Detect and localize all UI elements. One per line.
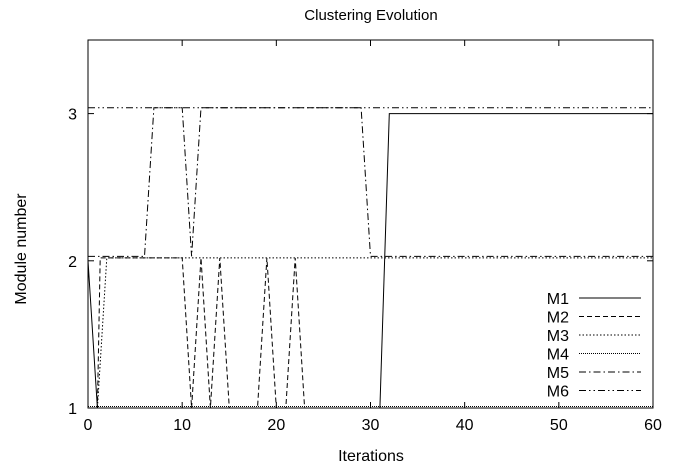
- y-axis-title: Module number: [13, 193, 30, 305]
- x-tick-label: 10: [173, 417, 191, 434]
- x-tick-label: 60: [644, 417, 662, 434]
- x-tick-label: 40: [456, 417, 474, 434]
- series-line-m2: [88, 257, 653, 409]
- legend-label-m5: M5: [547, 365, 569, 382]
- x-tick-label: 20: [267, 417, 285, 434]
- legend-label-m6: M6: [547, 384, 569, 401]
- legend-label-m2: M2: [547, 310, 569, 327]
- legend-label-m4: M4: [547, 347, 569, 364]
- x-tick-label: 50: [550, 417, 568, 434]
- series-line-m1: [87, 113, 653, 409]
- y-tick-label: 3: [68, 107, 77, 124]
- x-tick-label: 30: [362, 417, 380, 434]
- y-tick-label: 1: [68, 401, 77, 418]
- x-tick-label: 0: [84, 417, 93, 434]
- axis-ticks: 0 10 20 30 40 50 60 1 2 3: [68, 40, 662, 434]
- legend-label-m3: M3: [547, 328, 569, 345]
- series-line-m5: [88, 107, 653, 257]
- legend-label-m1: M1: [547, 291, 569, 308]
- x-axis-title: Iterations: [338, 448, 404, 465]
- chart-title: Clustering Evolution: [304, 7, 437, 24]
- y-tick-label: 2: [68, 254, 77, 271]
